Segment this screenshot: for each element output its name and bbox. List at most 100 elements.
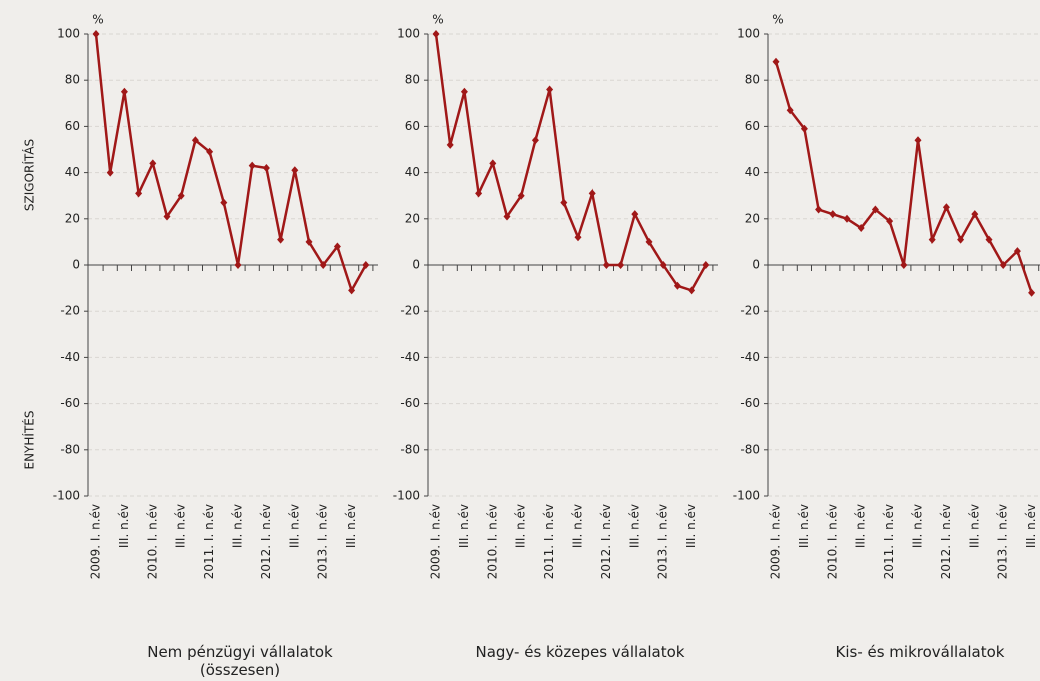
marker (1013, 247, 1021, 256)
y-tick-label: 0 (72, 258, 80, 272)
x-tick-label: 2011. I. n.év (202, 504, 216, 579)
x-tick-label: 2011. I. n.év (882, 504, 896, 579)
x-tick-label: 2012. I. n.év (259, 504, 273, 579)
axis-annotation: ENYHÍTÉS (22, 411, 37, 470)
x-tick-label: III. n.év (457, 504, 471, 548)
x-tick-label: 2013. I. n.év (656, 504, 670, 579)
marker (120, 87, 128, 96)
y-tick-label: 0 (752, 258, 760, 272)
y-tick-label: -100 (53, 489, 80, 503)
chart-title: Nagy- és közepes vállalatok (475, 643, 684, 661)
marker (786, 106, 794, 115)
marker (560, 198, 568, 207)
marker (588, 189, 596, 198)
x-tick-label: III. n.év (911, 504, 925, 548)
marker (92, 30, 100, 38)
marker (446, 140, 454, 149)
y-tick-label: 80 (65, 73, 80, 87)
x-tick-label: III. n.év (287, 504, 301, 548)
marker (348, 286, 356, 295)
marker (432, 30, 440, 38)
x-tick-label: 2011. I. n.év (542, 504, 556, 579)
y-tick-label: 20 (745, 211, 760, 225)
marker (659, 261, 667, 269)
x-tick-label: 2012. I. n.év (599, 504, 613, 579)
y-tick-label: 40 (65, 165, 80, 179)
x-tick-label: III. n.év (174, 504, 188, 548)
marker (617, 261, 625, 269)
axis-annotation: SZIGORÍTÁS (22, 139, 37, 211)
y-tick-label: 40 (405, 165, 420, 179)
y-tick-label: -60 (400, 396, 420, 410)
marker (985, 235, 993, 244)
marker (163, 212, 171, 221)
x-tick-label: 2013. I. n.év (316, 504, 330, 579)
x-tick-label: 2013. I. n.év (996, 504, 1010, 579)
x-tick-label: 2010. I. n.év (145, 504, 159, 579)
y-tick-label: 100 (397, 27, 420, 41)
x-tick-label: III. n.év (627, 504, 641, 548)
y-unit: % (432, 13, 443, 27)
marker (291, 166, 299, 175)
x-tick-label: III. n.év (344, 504, 358, 548)
x-tick-label: III. n.év (797, 504, 811, 548)
marker (999, 261, 1007, 269)
marker (928, 235, 936, 244)
y-tick-label: -40 (60, 350, 80, 364)
y-tick-label: -40 (400, 350, 420, 364)
y-tick-label: -100 (733, 489, 760, 503)
y-unit: % (92, 13, 103, 27)
y-tick-label: 20 (65, 211, 80, 225)
marker (248, 161, 256, 170)
marker (942, 203, 950, 212)
marker (702, 261, 710, 269)
x-tick-label: III. n.év (117, 504, 131, 548)
marker (673, 281, 681, 290)
marker (688, 286, 696, 295)
marker (262, 163, 270, 172)
marker (305, 237, 313, 246)
marker (106, 168, 114, 177)
marker (772, 57, 780, 66)
x-tick-label: 2009. I. n.év (429, 504, 443, 579)
marker (645, 237, 653, 246)
x-tick-label: III. n.év (514, 504, 528, 548)
marker (277, 235, 285, 244)
x-tick-label: 2010. I. n.év (825, 504, 839, 579)
marker (815, 205, 823, 214)
marker (886, 217, 894, 226)
marker (191, 136, 199, 145)
x-tick-label: 2009. I. n.év (769, 504, 783, 579)
marker (843, 214, 851, 223)
marker (503, 212, 511, 221)
y-tick-label: 20 (405, 211, 420, 225)
line (434, 33, 707, 292)
marker (900, 261, 908, 269)
marker (871, 205, 879, 214)
x-tick-label: 2012. I. n.év (939, 504, 953, 579)
marker (319, 261, 327, 269)
marker (206, 147, 214, 156)
y-tick-label: -20 (400, 304, 420, 318)
chart-title: Kis- és mikrovállalatok (836, 643, 1005, 661)
x-tick-label: III. n.év (1024, 504, 1038, 548)
y-tick-label: 0 (412, 258, 420, 272)
y-tick-label: 60 (65, 119, 80, 133)
marker (362, 261, 370, 269)
y-tick-label: 40 (745, 165, 760, 179)
line (94, 33, 367, 294)
marker (531, 136, 539, 145)
marker (971, 210, 979, 219)
marker (829, 210, 837, 219)
y-tick-label: -60 (60, 396, 80, 410)
line (774, 61, 1033, 294)
marker (489, 159, 497, 168)
marker (517, 191, 525, 200)
y-tick-label: -80 (740, 442, 760, 456)
marker (220, 198, 228, 207)
y-tick-label: -100 (393, 489, 420, 503)
x-tick-label: III. n.év (684, 504, 698, 548)
y-tick-label: 60 (745, 119, 760, 133)
marker (857, 224, 865, 233)
